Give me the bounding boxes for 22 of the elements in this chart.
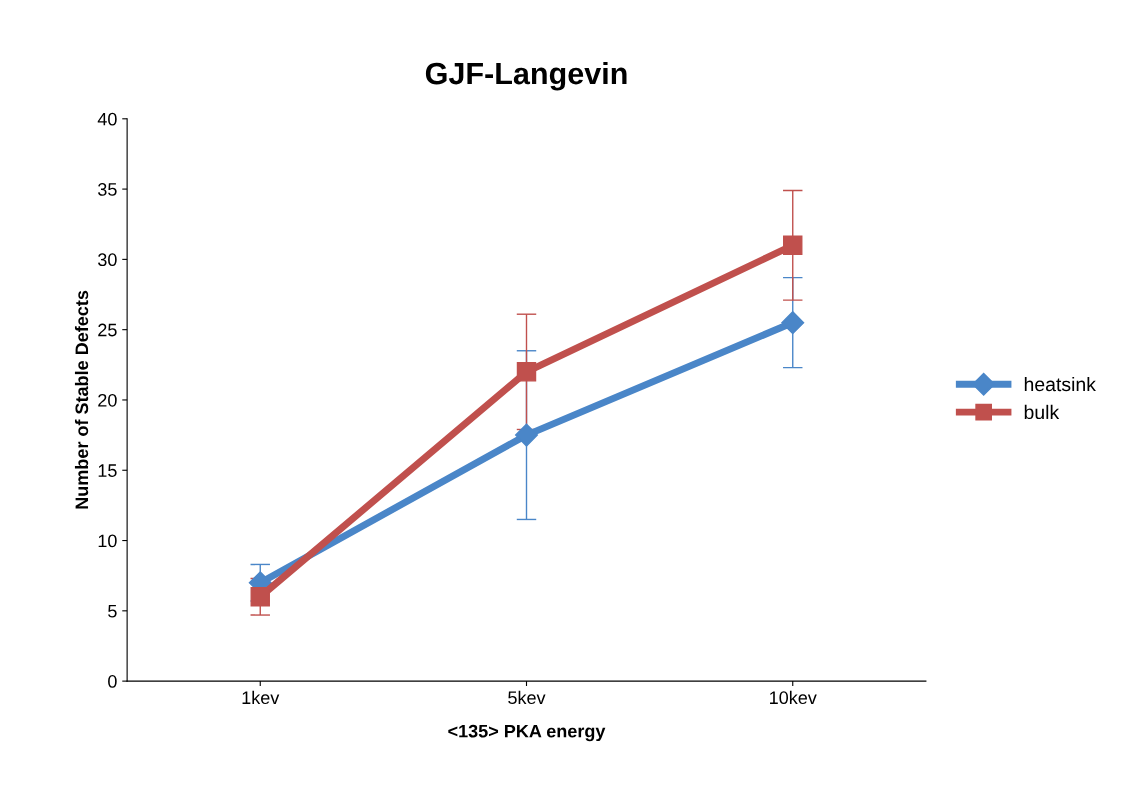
point xyxy=(783,235,803,256)
point xyxy=(250,587,270,607)
x-axis-title: <135> PKA energy xyxy=(448,724,606,742)
y-tick-label: 10 xyxy=(98,534,117,548)
y-tick-label: 40 xyxy=(97,112,117,126)
y-tick-label: 30 xyxy=(98,253,117,267)
x-tick-label: 5kev xyxy=(508,690,546,705)
x-tick-label: 10kev xyxy=(770,690,817,705)
y-tick-label: 25 xyxy=(98,323,117,337)
x-tick-label: 1kev xyxy=(242,690,280,705)
y-axis-title: Number of Stable Defects xyxy=(74,290,89,509)
point xyxy=(515,423,538,447)
point xyxy=(516,362,537,382)
legend-label: heatsink xyxy=(1024,376,1096,392)
y-tick-label: 15 xyxy=(98,464,117,477)
chart-title: GJF-Langevin xyxy=(425,61,627,91)
y-tick-label: 35 xyxy=(98,183,117,196)
legend-label: bulk xyxy=(1024,404,1060,420)
point xyxy=(781,311,805,335)
y-tick-label: 5 xyxy=(108,604,117,618)
y-tick-label: 0 xyxy=(108,675,117,688)
y-tick-label: 20 xyxy=(98,393,117,407)
